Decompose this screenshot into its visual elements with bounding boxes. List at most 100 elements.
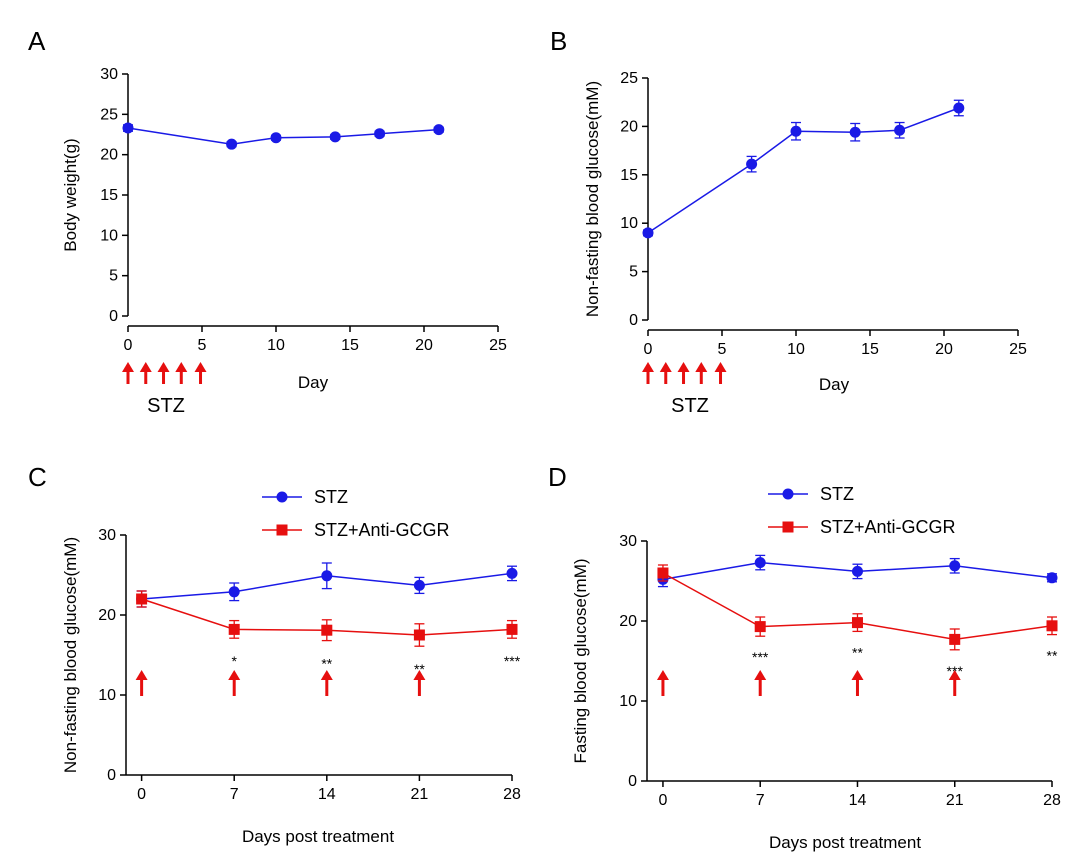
significance-marker: ** bbox=[852, 644, 863, 660]
injection-arrow bbox=[677, 362, 690, 384]
data-point bbox=[642, 227, 654, 239]
x-tick-label: 21 bbox=[411, 786, 429, 803]
legend: STZ STZ+Anti-GCGR bbox=[768, 484, 956, 537]
x-tick-label: 28 bbox=[1043, 792, 1061, 809]
x-tick-label: 15 bbox=[861, 341, 879, 358]
data-point bbox=[122, 122, 134, 134]
legend-marker bbox=[276, 524, 288, 536]
x-tick-label: 15 bbox=[341, 337, 359, 354]
y-tick-label: 10 bbox=[100, 227, 118, 244]
y-tick-label: 30 bbox=[98, 527, 116, 544]
y-tick-label: 15 bbox=[100, 187, 118, 204]
panel-b-letter: B bbox=[550, 26, 567, 56]
legend-label: STZ bbox=[820, 484, 854, 504]
x-axis-title: Day bbox=[819, 375, 850, 394]
arrow-head bbox=[695, 362, 708, 372]
series-stz bbox=[136, 562, 518, 608]
legend-item: STZ bbox=[768, 484, 854, 504]
arrow-head bbox=[656, 670, 669, 680]
x-tick-label: 14 bbox=[318, 786, 336, 803]
significance-marker: ** bbox=[1047, 648, 1058, 664]
data-point bbox=[953, 102, 965, 114]
legend-marker bbox=[782, 521, 794, 533]
panel-c-letter: C bbox=[28, 462, 47, 492]
data-point bbox=[226, 138, 238, 150]
y-axis-title: Non-fasting blood glucose(mM) bbox=[61, 537, 80, 773]
y-tick-label: 10 bbox=[619, 693, 637, 710]
data-point bbox=[949, 633, 961, 645]
data-point bbox=[1046, 620, 1058, 632]
legend-item: STZ bbox=[262, 487, 348, 507]
panel-b: B 0 5 10 15 20 25 0 5 10 15 20 25 Day Non-fasting bloo… bbox=[550, 26, 1027, 417]
x-tick-label: 25 bbox=[1009, 341, 1027, 358]
y-tick-label: 30 bbox=[619, 533, 637, 550]
injection-arrow bbox=[948, 670, 961, 696]
legend-label: STZ+Anti-GCGR bbox=[314, 520, 450, 540]
y-tick-label: 5 bbox=[109, 268, 118, 285]
y-tick-label: 20 bbox=[100, 147, 118, 164]
panel-c: C 0 10 20 30 0 7 14 21 28 Days post treatment Non-f… bbox=[28, 462, 521, 846]
significance-marker: *** bbox=[752, 649, 769, 665]
data-point bbox=[329, 131, 341, 143]
arrow-head bbox=[228, 670, 241, 680]
y-tick-label: 0 bbox=[628, 773, 637, 790]
injection-arrow bbox=[695, 362, 708, 384]
injection-arrow bbox=[642, 362, 654, 384]
arrow-head bbox=[677, 362, 690, 372]
data-point bbox=[433, 124, 445, 136]
series-body-data bbox=[642, 99, 965, 239]
injection-arrow bbox=[659, 362, 672, 384]
x-tick-label: 0 bbox=[658, 792, 667, 809]
data-point bbox=[228, 623, 240, 635]
injection-arrow bbox=[157, 362, 170, 384]
injection-arrow bbox=[122, 362, 134, 384]
injection-arrow bbox=[135, 670, 148, 696]
injection-arrow bbox=[194, 362, 207, 384]
y-tick-label: 25 bbox=[620, 70, 638, 87]
y-tick-label: 20 bbox=[619, 613, 637, 630]
x-tick-label: 21 bbox=[946, 792, 964, 809]
x-axis-title: Day bbox=[298, 373, 329, 392]
arrow-head bbox=[659, 362, 672, 372]
arrow-head bbox=[754, 670, 767, 680]
y-tick-label: 0 bbox=[107, 767, 116, 784]
data-point bbox=[413, 629, 425, 641]
y-tick-label: 20 bbox=[98, 607, 116, 624]
x-tick-label: 7 bbox=[230, 786, 239, 803]
stz-annotation: STZ bbox=[147, 395, 185, 417]
y-tick-label: 0 bbox=[109, 308, 118, 325]
x-tick-label: 0 bbox=[137, 786, 146, 803]
arrow-head bbox=[714, 362, 727, 372]
series-line bbox=[647, 107, 960, 234]
injection-arrow bbox=[714, 362, 727, 384]
data-point bbox=[851, 617, 863, 629]
legend-label: STZ+Anti-GCGR bbox=[820, 517, 956, 537]
data-point bbox=[790, 125, 802, 137]
series-stz-anti-gcgr bbox=[136, 590, 518, 647]
y-axis-title: Non-fasting blood glucose(mM) bbox=[583, 81, 602, 317]
arrow-head bbox=[851, 670, 864, 680]
x-tick-label: 14 bbox=[849, 792, 867, 809]
arrow-head bbox=[320, 670, 333, 680]
panel-d: D 0 10 20 30 0 7 14 21 28 Days post treatment Fasti… bbox=[548, 462, 1061, 852]
y-tick-label: 30 bbox=[100, 66, 118, 83]
data-point bbox=[228, 586, 240, 598]
data-point bbox=[270, 132, 282, 144]
legend-marker bbox=[276, 491, 288, 503]
series-stz-anti-gcgr bbox=[657, 564, 1058, 651]
arrow-head bbox=[135, 670, 148, 680]
x-axis-title: Days post treatment bbox=[242, 827, 394, 846]
x-tick-label: 10 bbox=[267, 337, 285, 354]
x-tick-label: 28 bbox=[503, 786, 521, 803]
y-tick-label: 5 bbox=[629, 264, 638, 281]
injection-arrow bbox=[175, 362, 188, 384]
series-body-data bbox=[122, 122, 445, 150]
legend: STZ STZ+Anti-GCGR bbox=[262, 487, 450, 540]
significance-marker: * bbox=[231, 653, 237, 669]
injection-arrow bbox=[656, 670, 669, 696]
data-point bbox=[1046, 572, 1058, 584]
injection-arrow bbox=[320, 670, 333, 696]
y-tick-label: 25 bbox=[100, 106, 118, 123]
panel-d-letter: D bbox=[548, 462, 567, 492]
